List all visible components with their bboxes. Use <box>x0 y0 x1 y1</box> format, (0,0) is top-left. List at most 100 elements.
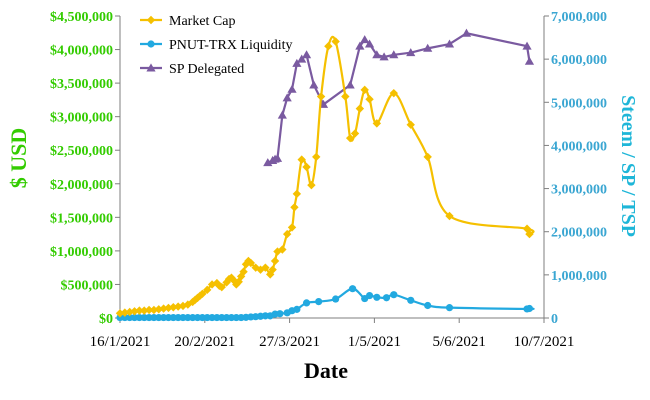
legend: Market Cap PNUT-TRX Liquidity SP Delegated <box>140 14 293 77</box>
data-point <box>331 37 340 46</box>
data-point <box>292 58 302 67</box>
right-y-tick-label: 6,000,000 <box>551 53 607 68</box>
data-point <box>355 41 365 50</box>
data-point <box>424 301 432 310</box>
series-pnut-trx-liquidity <box>116 285 535 322</box>
legend-label: Market Cap <box>169 14 235 29</box>
data-point <box>389 50 399 59</box>
data-point <box>345 80 355 89</box>
data-point <box>461 28 472 37</box>
data-point <box>307 180 316 190</box>
data-point <box>372 50 382 59</box>
data-point <box>360 85 369 95</box>
left-y-tick-label: $1,000,000 <box>50 245 113 260</box>
data-point <box>312 152 321 162</box>
data-point <box>406 48 416 57</box>
data-point <box>236 272 246 281</box>
data-point <box>382 294 391 302</box>
x-tick-label: 5/6/2021 <box>433 334 486 350</box>
x-axis-title: Date <box>304 358 348 383</box>
data-point <box>390 291 398 299</box>
data-point <box>144 305 154 315</box>
right-y-tick-label: 7,000,000 <box>551 10 607 25</box>
data-point <box>302 162 311 172</box>
data-point <box>270 256 280 266</box>
series-line <box>119 35 535 315</box>
series-market-cap <box>115 35 535 318</box>
x-tick-label: 27/3/2021 <box>259 334 320 350</box>
x-tick-label: 20/2/2021 <box>174 334 235 350</box>
data-point <box>444 39 455 48</box>
data-point <box>193 293 202 303</box>
data-point <box>263 158 273 167</box>
data-point <box>315 298 323 306</box>
data-point <box>372 119 382 128</box>
data-point <box>282 229 292 239</box>
x-tick-label: 16/1/2021 <box>90 334 151 350</box>
data-point <box>282 93 292 102</box>
data-point <box>276 310 284 318</box>
data-point <box>302 299 311 307</box>
data-point <box>301 50 312 59</box>
data-point <box>525 229 534 239</box>
left-y-axis-title: $ USD <box>6 128 31 189</box>
data-point <box>261 263 270 272</box>
data-point <box>341 92 350 101</box>
data-point <box>525 304 534 313</box>
right-y-tick-label: 5,000,000 <box>551 96 607 111</box>
data-point <box>364 39 375 48</box>
data-point <box>198 289 207 299</box>
series-sp-delegated <box>263 28 535 167</box>
data-point <box>278 245 287 254</box>
left-y-tick-label: $3,000,000 <box>50 111 113 126</box>
data-point <box>360 35 370 44</box>
data-point <box>524 56 535 65</box>
right-y-tick-label: 4,000,000 <box>551 139 607 154</box>
legend-swatch-marker <box>147 40 155 48</box>
data-point <box>290 203 299 212</box>
data-point <box>217 282 226 292</box>
data-point <box>309 80 319 89</box>
legend-label: PNUT-TRX Liquidity <box>169 38 293 53</box>
legend-label: SP Delegated <box>169 62 244 77</box>
right-y-axis-title: Steem / SP / TSP <box>617 95 639 237</box>
data-point <box>293 305 301 313</box>
data-point <box>135 306 144 315</box>
data-point <box>234 277 243 286</box>
right-y-tick-label: 0 <box>551 312 558 327</box>
data-point <box>222 278 231 287</box>
data-point <box>239 267 248 276</box>
data-point <box>324 42 333 51</box>
legend-item-market-cap: Market Cap <box>140 14 235 29</box>
data-point <box>272 153 283 162</box>
data-point <box>195 291 205 301</box>
data-point <box>203 285 212 295</box>
data-point <box>522 224 532 233</box>
data-point <box>350 129 360 138</box>
left-y-tick-label: $3,500,000 <box>50 77 113 92</box>
data-point <box>246 258 256 268</box>
data-point <box>297 155 306 164</box>
right-y-tick-label: 1,000,000 <box>551 269 607 284</box>
right-y-tick-label: 2,000,000 <box>551 226 607 241</box>
x-tick-label: 1/5/2021 <box>348 334 401 350</box>
left-y-tick-label: $2,500,000 <box>50 144 113 159</box>
data-point <box>268 265 277 274</box>
series-group <box>115 28 535 322</box>
data-point <box>277 110 287 119</box>
legend-swatch-marker <box>146 63 156 72</box>
legend-item-sp-delegated: SP Delegated <box>140 62 244 77</box>
legend-item-pnut-trx-liquidity: PNUT-TRX Liquidity <box>140 38 293 53</box>
data-point <box>345 133 355 143</box>
data-point <box>348 285 357 293</box>
data-point <box>365 291 374 300</box>
left-y-tick-label: $0 <box>99 312 113 327</box>
data-point <box>407 296 415 304</box>
data-point <box>423 152 432 162</box>
data-point <box>522 41 532 50</box>
data-point <box>423 43 433 52</box>
tick-labels: $0 $500,000 $1,000,000 $1,500,000 $2,000,000… <box>50 10 607 350</box>
data-point <box>389 88 398 98</box>
